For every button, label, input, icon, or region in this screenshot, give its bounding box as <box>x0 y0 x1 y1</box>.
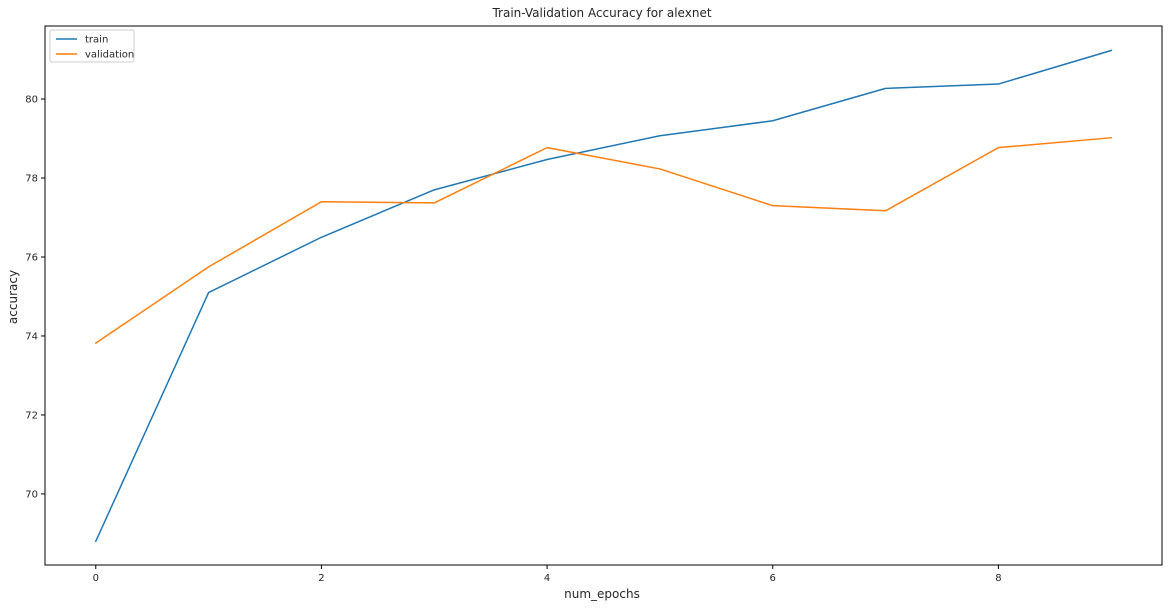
series-line-train <box>94 49 1113 543</box>
series-line-validation <box>94 136 1113 345</box>
x-axis-ticks: 0 2 4 6 8 <box>93 565 1002 584</box>
x-axis-label: num_epochs <box>564 587 640 601</box>
y-tick-label: 72 <box>25 410 38 421</box>
y-tick-label: 70 <box>25 489 38 500</box>
y-axis-ticks: 70 72 74 76 78 80 <box>25 95 45 500</box>
y-tick-label: 80 <box>25 95 38 106</box>
x-tick-label: 0 <box>93 573 99 584</box>
y-tick-label: 74 <box>25 331 38 342</box>
x-tick-label: 8 <box>995 573 1001 584</box>
y-tick-label: 78 <box>25 174 38 185</box>
y-axis-label: accuracy <box>6 270 20 324</box>
y-tick-label: 76 <box>25 253 38 264</box>
legend-label-validation: validation <box>85 50 134 61</box>
x-tick-label: 6 <box>770 573 776 584</box>
plot-frame <box>44 25 1163 566</box>
x-tick-label: 4 <box>544 573 550 584</box>
x-tick-label: 2 <box>318 573 324 584</box>
plot-area <box>44 25 1163 566</box>
legend: train validation <box>49 29 135 63</box>
legend-label-train: train <box>85 35 108 46</box>
chart-title: Train-Validation Accuracy for alexnet <box>491 6 711 20</box>
